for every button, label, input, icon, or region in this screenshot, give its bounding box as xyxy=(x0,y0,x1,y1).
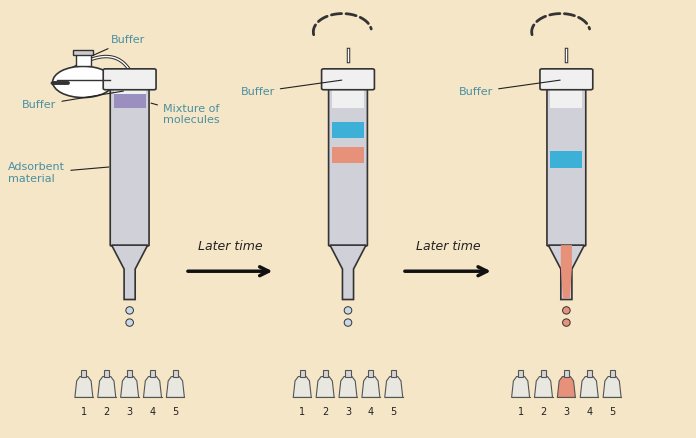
Polygon shape xyxy=(330,245,366,300)
Text: 1: 1 xyxy=(518,407,523,417)
Bar xyxy=(551,151,583,168)
Text: Buffer: Buffer xyxy=(241,80,342,97)
Polygon shape xyxy=(548,245,585,300)
Bar xyxy=(332,122,364,138)
Text: Later time: Later time xyxy=(198,240,262,253)
Text: Buffer: Buffer xyxy=(22,91,123,110)
Ellipse shape xyxy=(126,319,134,326)
Ellipse shape xyxy=(562,319,570,326)
Polygon shape xyxy=(339,377,357,397)
Bar xyxy=(518,370,523,377)
Bar xyxy=(564,370,569,377)
Polygon shape xyxy=(166,377,184,397)
Bar xyxy=(332,90,364,108)
Polygon shape xyxy=(557,377,576,397)
Bar xyxy=(322,370,328,377)
Ellipse shape xyxy=(562,307,570,314)
Polygon shape xyxy=(385,377,403,397)
Text: 1: 1 xyxy=(81,407,87,417)
Polygon shape xyxy=(111,245,148,300)
Text: 2: 2 xyxy=(322,407,329,417)
Bar xyxy=(610,370,615,377)
Text: 3: 3 xyxy=(345,407,351,417)
Text: 1: 1 xyxy=(299,407,306,417)
Polygon shape xyxy=(293,377,311,397)
Polygon shape xyxy=(580,377,599,397)
Bar xyxy=(127,370,132,377)
Text: 5: 5 xyxy=(390,407,397,417)
Bar xyxy=(300,370,305,377)
Text: 4: 4 xyxy=(150,407,156,417)
Bar xyxy=(74,50,93,55)
Bar xyxy=(76,54,90,66)
Text: 4: 4 xyxy=(367,407,374,417)
FancyBboxPatch shape xyxy=(547,88,586,246)
Polygon shape xyxy=(535,377,553,397)
Polygon shape xyxy=(97,377,116,397)
Bar xyxy=(81,370,86,377)
Bar xyxy=(332,147,364,163)
Ellipse shape xyxy=(345,307,351,314)
Polygon shape xyxy=(75,377,93,397)
Polygon shape xyxy=(143,377,161,397)
Ellipse shape xyxy=(126,307,134,314)
Bar xyxy=(551,90,583,108)
Text: Adsorbent
material: Adsorbent material xyxy=(8,162,109,184)
Bar xyxy=(104,370,109,377)
Bar xyxy=(391,370,396,377)
Polygon shape xyxy=(316,377,334,397)
Bar xyxy=(173,370,178,377)
FancyBboxPatch shape xyxy=(322,69,374,90)
Text: Buffer: Buffer xyxy=(93,35,145,56)
Bar xyxy=(368,370,374,377)
Text: Later time: Later time xyxy=(416,240,480,253)
Polygon shape xyxy=(362,377,380,397)
Bar xyxy=(113,94,145,108)
Ellipse shape xyxy=(345,319,351,326)
Text: Buffer: Buffer xyxy=(459,80,560,97)
Text: Mixture of
molecules: Mixture of molecules xyxy=(151,103,219,125)
Text: 4: 4 xyxy=(586,407,592,417)
Bar xyxy=(345,370,351,377)
Bar xyxy=(113,90,145,108)
Text: 2: 2 xyxy=(104,407,110,417)
Text: 3: 3 xyxy=(127,407,133,417)
Text: 3: 3 xyxy=(563,407,569,417)
Polygon shape xyxy=(120,377,139,397)
FancyBboxPatch shape xyxy=(329,88,367,246)
FancyBboxPatch shape xyxy=(110,88,149,246)
Polygon shape xyxy=(603,377,621,397)
Bar xyxy=(587,370,592,377)
Bar xyxy=(150,370,155,377)
Bar xyxy=(541,370,546,377)
Text: 5: 5 xyxy=(609,407,615,417)
Text: 2: 2 xyxy=(540,407,546,417)
Polygon shape xyxy=(561,245,572,298)
Polygon shape xyxy=(512,377,530,397)
Text: 5: 5 xyxy=(173,407,178,417)
Ellipse shape xyxy=(53,66,113,98)
FancyBboxPatch shape xyxy=(103,69,156,90)
FancyBboxPatch shape xyxy=(540,69,593,90)
